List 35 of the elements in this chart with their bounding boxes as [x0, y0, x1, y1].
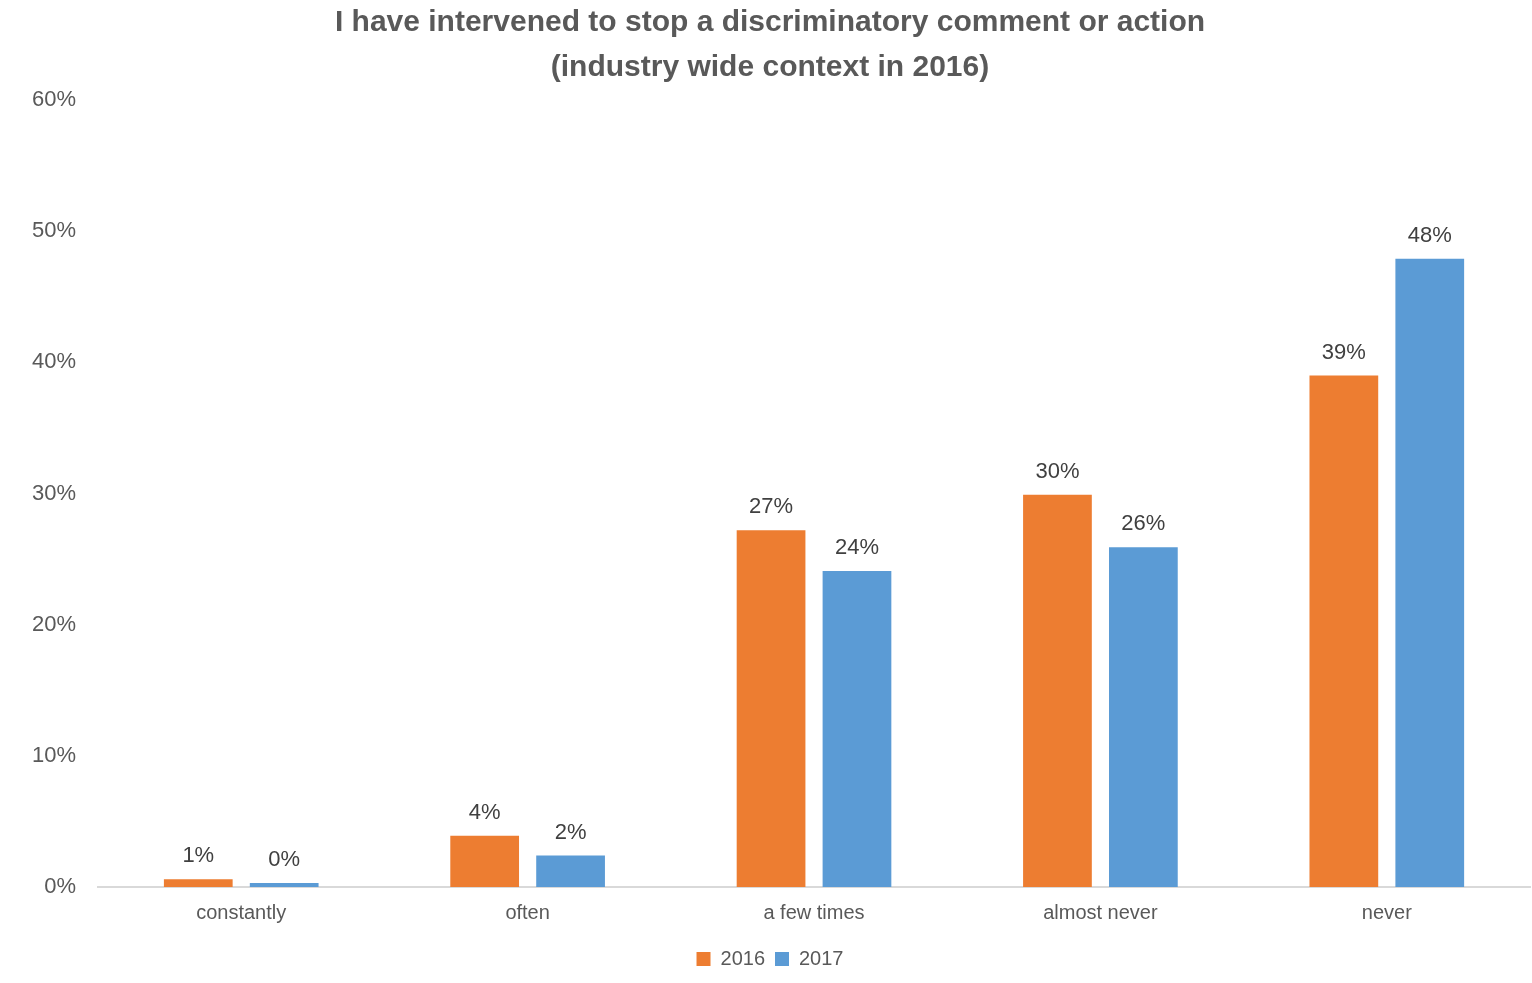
x-tick-label: constantly: [196, 900, 287, 923]
data-label: 39%: [1321, 338, 1366, 364]
data-label: 48%: [1407, 221, 1452, 247]
data-label: 27%: [749, 493, 794, 519]
x-tick-label: almost never: [1043, 900, 1158, 923]
legend-label: 2016: [720, 946, 766, 969]
y-tick-label: 10%: [31, 741, 77, 767]
bar: [536, 855, 605, 887]
y-tick-label: 60%: [31, 86, 77, 112]
y-tick-label: 50%: [31, 217, 77, 243]
data-label: 0%: [268, 846, 301, 872]
bar: [450, 835, 520, 887]
data-label: 4%: [468, 798, 501, 824]
bar: [163, 879, 233, 887]
bar: [1023, 494, 1092, 887]
bar: [1309, 375, 1379, 887]
data-label: 24%: [834, 533, 879, 559]
x-tick-label: never: [1361, 900, 1413, 923]
x-tick-label: a few times: [763, 900, 865, 923]
bar: [249, 883, 319, 887]
data-label: 2%: [554, 818, 587, 844]
y-tick-label: 30%: [31, 479, 77, 505]
chart-title: I have intervened to stop a discriminatory comment or action (industry wide context in 2016): [334, 3, 1206, 82]
bar: [1395, 258, 1465, 887]
y-tick-label: 40%: [31, 348, 77, 374]
legend-label: 2017: [799, 946, 844, 969]
y-tick-label: 20%: [31, 610, 77, 636]
bar: [736, 530, 806, 887]
x-tick-label: often: [505, 900, 550, 923]
bar: [822, 570, 892, 887]
data-label: 26%: [1121, 510, 1166, 536]
y-tick-label: 0%: [44, 873, 77, 899]
bar: [1109, 547, 1178, 887]
data-label: 30%: [1035, 457, 1080, 483]
data-label: 1%: [182, 842, 215, 868]
